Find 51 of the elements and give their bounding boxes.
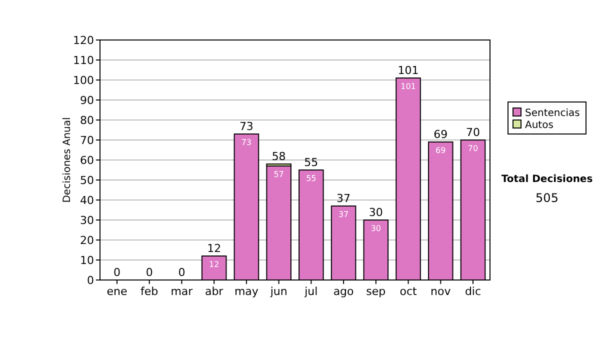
- data-label: 30: [370, 224, 382, 233]
- data-label: 12: [208, 260, 220, 269]
- total-label: 101: [398, 64, 419, 77]
- legend-label: Autos: [525, 120, 554, 131]
- x-tick-label: jun: [269, 285, 288, 298]
- x-tick-label: ene: [106, 285, 128, 298]
- x-tick-label: feb: [140, 285, 158, 298]
- y-tick-label: 30: [80, 214, 94, 227]
- y-tick-label: 80: [80, 114, 94, 127]
- y-tick-label: 70: [80, 134, 94, 147]
- total-label: 69: [434, 128, 448, 141]
- total-label: 70: [466, 126, 480, 139]
- data-label: 101: [400, 82, 416, 91]
- total-label: 37: [336, 192, 351, 205]
- x-tick-label: oct: [400, 285, 418, 298]
- data-label: 73: [241, 138, 252, 147]
- x-tick-label: mar: [170, 285, 194, 298]
- legend-label: Sentencias: [525, 108, 580, 119]
- x-tick-label: nov: [430, 285, 452, 298]
- y-tick-label: 40: [80, 194, 94, 207]
- y-tick-label: 50: [80, 174, 94, 187]
- total-label: 0: [178, 266, 186, 279]
- total-label: 30: [368, 206, 383, 219]
- x-tick-label: abr: [204, 285, 224, 298]
- data-label: 37: [338, 210, 349, 219]
- y-tick-label: 0: [87, 274, 94, 287]
- total-label: 12: [207, 242, 222, 255]
- total-label: 58: [272, 150, 286, 163]
- y-tick-label: 90: [80, 94, 94, 107]
- data-label: 70: [468, 144, 478, 153]
- total-label: 0: [113, 266, 120, 279]
- y-tick-label: 60: [80, 154, 94, 167]
- y-tick-label: 110: [73, 54, 94, 67]
- total-label: 73: [239, 120, 254, 133]
- x-tick-label: dic: [464, 285, 482, 298]
- total-label: 0: [146, 266, 153, 279]
- y-tick-label: 100: [73, 74, 94, 87]
- data-label: 55: [306, 174, 316, 183]
- total-label: 55: [304, 156, 318, 169]
- x-tick-label: ago: [333, 285, 354, 298]
- data-label: 57: [274, 170, 284, 179]
- x-tick-label: may: [234, 285, 259, 298]
- x-tick-label: jul: [304, 285, 318, 298]
- text: 505: [536, 191, 558, 205]
- text: Total Decisiones: [501, 174, 593, 185]
- data-label: 69: [436, 146, 446, 155]
- y-axis-title: Decisiones Anual: [62, 117, 73, 203]
- y-tick-label: 120: [73, 34, 94, 47]
- y-tick-label: 20: [80, 234, 94, 247]
- x-tick-label: sep: [366, 285, 386, 298]
- y-tick-label: 10: [80, 254, 94, 267]
